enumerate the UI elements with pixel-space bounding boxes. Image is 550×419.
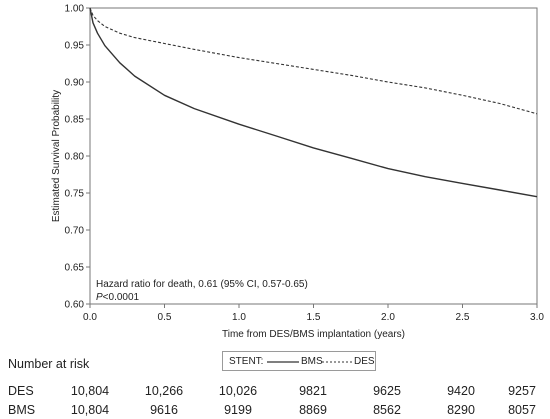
risk-cell: 10,804	[70, 384, 110, 398]
x-tick-label: 1.0	[232, 312, 246, 323]
risk-row-label: BMS	[8, 403, 36, 417]
number-at-risk-title: Number at risk	[8, 357, 90, 371]
y-tick-label: 1.00	[65, 4, 85, 15]
risk-cell: 8290	[447, 403, 475, 417]
risk-cell: 8869	[299, 403, 327, 417]
risk-cell: 10,266	[144, 384, 184, 398]
legend-title: STENT:	[229, 356, 264, 367]
y-tick-label: 0.90	[65, 78, 85, 89]
plot-frame	[89, 7, 538, 305]
x-tick-label: 0.0	[83, 312, 97, 323]
legend-swatches	[267, 361, 352, 363]
legend: STENT: BMS DES	[222, 351, 376, 371]
y-tick-label: 0.85	[65, 115, 85, 126]
risk-cell: 9821	[299, 384, 327, 398]
legend-des-label: DES	[354, 356, 375, 367]
hazard-ratio-annotation: Hazard ratio for death, 0.61 (95% CI, 0.…	[96, 279, 308, 290]
y-tick-label: 0.95	[65, 41, 85, 52]
risk-row-bms: BMS 10,804 9616 9199 8869 8562 8290 8057	[0, 403, 550, 419]
y-tick-label: 0.70	[65, 226, 85, 237]
series-line-bms	[89, 7, 538, 198]
risk-cell: 9420	[447, 384, 475, 398]
x-tick-label: 1.5	[307, 312, 321, 323]
y-tick-label: 0.75	[65, 189, 85, 200]
risk-cell: 10,026	[218, 384, 258, 398]
risk-cell: 8562	[373, 403, 401, 417]
risk-cell: 9199	[224, 403, 252, 417]
risk-row-des: DES 10,804 10,266 10,026 9821 9625 9420 …	[0, 384, 550, 400]
risk-cell: 9257	[508, 384, 536, 398]
x-tick-label: 2.0	[381, 312, 395, 323]
survival-chart: 0.60 0.65 0.70 0.75 0.80 0.85 0.90 0.95 1.00 0.0 0…	[51, 4, 544, 341]
y-axis-label: Estimated Survival Probability	[51, 90, 62, 222]
y-tick-label: 0.60	[65, 300, 85, 311]
risk-row-label: DES	[8, 384, 34, 398]
x-tick-label: 0.5	[158, 312, 172, 323]
risk-cell: 10,804	[70, 403, 110, 417]
p-value-annotation: P<0.0001	[96, 292, 140, 303]
y-tick-label: 0.80	[65, 152, 85, 163]
x-tick-label: 2.5	[456, 312, 470, 323]
risk-cell: 9625	[373, 384, 401, 398]
x-axis-label: Time from DES/BMS implantation (years)	[222, 329, 405, 340]
risk-cell: 8057	[508, 403, 536, 417]
x-tick-label: 3.0	[530, 312, 544, 323]
series-line-des	[89, 7, 538, 115]
legend-bms-label: BMS	[301, 356, 323, 367]
y-tick-label: 0.65	[65, 263, 85, 274]
risk-cell: 9616	[150, 403, 178, 417]
